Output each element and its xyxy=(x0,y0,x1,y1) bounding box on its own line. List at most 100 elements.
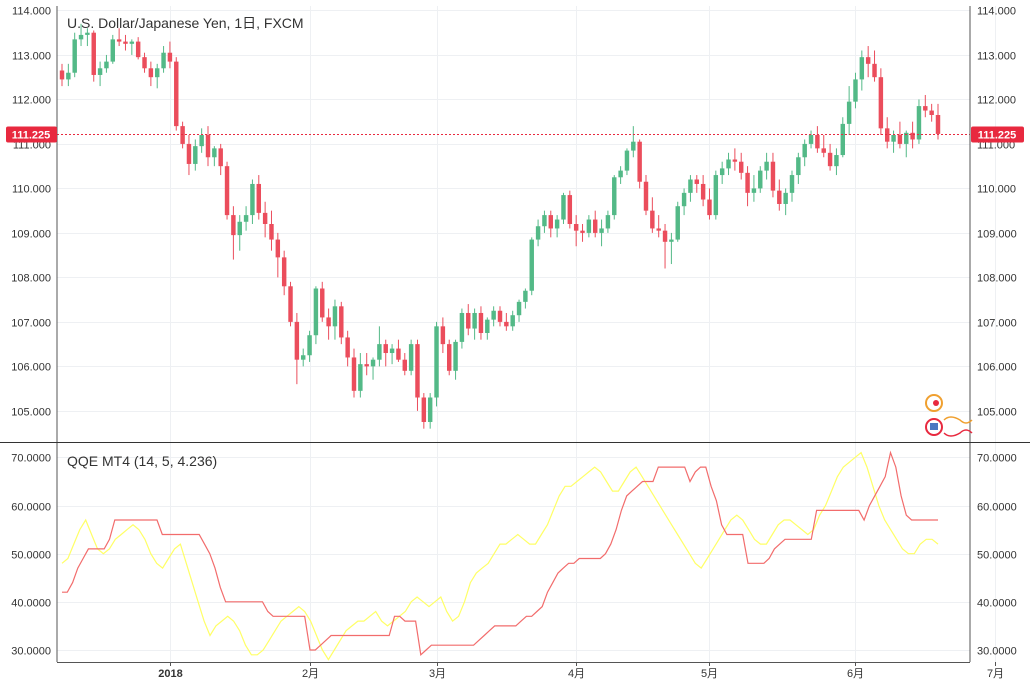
candle-body xyxy=(148,68,154,78)
qqe-tick-label: 30.0000 xyxy=(11,646,51,658)
candle-body xyxy=(707,199,712,216)
candle-body xyxy=(237,221,242,236)
candle-body xyxy=(789,175,795,193)
price-tick-label: 106.000 xyxy=(11,362,51,374)
price-tick-label: 114.000 xyxy=(12,6,51,18)
candle-body xyxy=(345,337,350,358)
dividend-event-marker-icon[interactable] xyxy=(925,418,943,436)
candle-body xyxy=(485,319,490,333)
price-tick-label: 105.000 xyxy=(977,407,1017,419)
candle-body xyxy=(612,177,617,216)
candle-body xyxy=(535,226,541,240)
time-tick-label: 2月 xyxy=(302,668,319,680)
candle-body xyxy=(700,183,706,200)
qqe-tick-label: 70.0000 xyxy=(977,453,1017,465)
candle-body xyxy=(427,397,433,422)
time-tick-label: 5月 xyxy=(701,668,718,680)
price-tick-label: 107.000 xyxy=(11,318,51,330)
candle-body xyxy=(738,161,744,173)
event-markers[interactable] xyxy=(925,394,973,437)
event-cluster-icon xyxy=(943,416,973,424)
qqe-pane-background xyxy=(57,443,970,662)
qqe-tick-label: 70.0000 xyxy=(11,453,51,465)
pane-frame xyxy=(0,6,1030,663)
candle-body xyxy=(453,341,458,371)
qqe-slow-line xyxy=(62,450,938,656)
economic-event-marker-icon[interactable] xyxy=(925,394,943,412)
candle-body xyxy=(897,135,903,144)
candle-body xyxy=(783,192,788,204)
candle-body xyxy=(561,195,566,220)
candle-body xyxy=(256,183,262,213)
candle-body xyxy=(859,57,865,80)
candle-body xyxy=(142,57,147,69)
price-tick-label: 113.000 xyxy=(977,51,1016,63)
candle-body xyxy=(66,72,71,80)
qqe-pane[interactable]: QQE MT4 (14, 5, 4.236) xyxy=(57,443,1030,662)
candle-body xyxy=(624,150,630,171)
candle-body xyxy=(669,239,674,242)
qqe-chart-title: QQE MT4 (14, 5, 4.236) xyxy=(67,453,217,469)
candle-body xyxy=(478,312,484,333)
candle-body xyxy=(878,77,884,129)
candle-body xyxy=(523,290,528,302)
candle-body xyxy=(104,61,109,69)
candle-body xyxy=(326,317,331,327)
candle-body xyxy=(840,123,846,156)
price-pane-background xyxy=(57,6,970,442)
candle-body xyxy=(358,364,363,391)
candle-body xyxy=(408,344,414,371)
candle-body xyxy=(129,41,135,44)
candle-body xyxy=(681,192,687,207)
candle-body xyxy=(688,179,693,193)
right-qqe-axis[interactable]: 70.0000 60.0000 50.0000 40.0000 30.0000 xyxy=(977,453,1017,658)
candle-body xyxy=(726,159,731,169)
candle-body xyxy=(846,101,852,124)
candle-body xyxy=(580,230,585,233)
price-tick-label: 108.000 xyxy=(977,273,1017,285)
candle-body xyxy=(808,135,814,144)
candle-body xyxy=(529,239,534,291)
candle-body xyxy=(662,230,668,242)
candle-body xyxy=(193,146,198,164)
qqe-tick-label: 40.0000 xyxy=(977,598,1017,610)
candle-body xyxy=(383,344,388,354)
qqe-grid xyxy=(57,443,996,662)
price-tick-label: 110.000 xyxy=(977,184,1016,196)
candle-body xyxy=(554,219,560,229)
candle-body xyxy=(935,115,941,134)
qqe-tick-label: 30.0000 xyxy=(977,646,1017,658)
price-chart-title: U.S. Dollar/Japanese Yen, 1日, FXCM xyxy=(67,15,304,31)
candle-body xyxy=(212,148,217,158)
candle-body xyxy=(504,321,509,327)
price-pane[interactable]: U.S. Dollar/Japanese Yen, 1日, FXCM xyxy=(57,6,1030,442)
candle-body xyxy=(180,126,185,144)
price-tick-label: 112.000 xyxy=(977,95,1016,107)
last-price-left-label: 111.225 xyxy=(12,130,51,142)
left-qqe-axis[interactable]: 70.0000 60.0000 50.0000 40.0000 30.0000 xyxy=(11,453,51,658)
candle-body xyxy=(396,348,401,360)
candle-body xyxy=(637,141,642,182)
time-axis[interactable]: 20182月3月4月5月6月7月8月 xyxy=(158,662,1030,680)
candle-body xyxy=(573,224,579,231)
candle-body xyxy=(281,257,287,287)
candle-body xyxy=(643,181,649,211)
candle-body xyxy=(389,348,395,354)
left-price-axis[interactable]: 114.000113.000112.000111.000110.000109.0… xyxy=(11,6,51,419)
candle-body xyxy=(764,161,769,171)
qqe-tick-label: 60.0000 xyxy=(11,502,51,514)
candle-body xyxy=(548,215,554,229)
candle-body xyxy=(891,135,896,142)
right-price-axis[interactable]: 114.000113.000112.000111.000110.000109.0… xyxy=(977,6,1017,419)
candle-body xyxy=(459,312,465,342)
candle-body xyxy=(116,39,122,42)
candle-body xyxy=(262,212,268,224)
candle-body xyxy=(97,68,103,75)
candle-body xyxy=(796,157,801,176)
price-tick-label: 108.000 xyxy=(11,273,51,285)
candle-body xyxy=(516,301,522,316)
candle-body xyxy=(510,315,515,327)
candle-body xyxy=(154,68,160,78)
candle-body xyxy=(910,132,915,140)
